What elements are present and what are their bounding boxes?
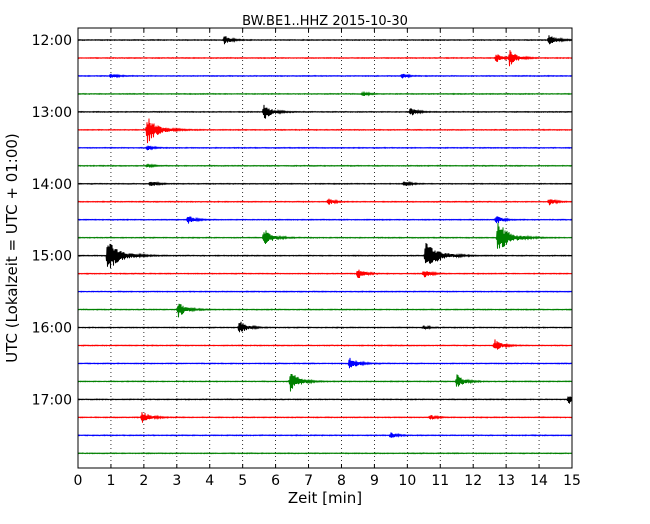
trace-line — [77, 118, 573, 144]
y-tick-label: 14:00 — [32, 177, 72, 193]
x-tick-label: 1 — [106, 473, 115, 489]
trace-line — [77, 374, 573, 392]
x-tick-label: 8 — [337, 473, 346, 489]
trace-line — [77, 321, 573, 333]
trace-line — [77, 357, 573, 369]
y-axis-label: UTC (Lokalzeit = UTC + 01:00) — [3, 133, 21, 363]
trace-line — [77, 104, 573, 119]
x-tick-label: 13 — [497, 473, 515, 489]
y-tick-label: 12:00 — [32, 33, 72, 49]
trace-line — [77, 290, 573, 293]
x-tick-label: 0 — [74, 473, 83, 489]
trace-line — [77, 303, 573, 318]
x-tick-label: 10 — [398, 473, 416, 489]
trace-line — [77, 198, 573, 206]
trace-line — [77, 35, 573, 45]
x-tick-label: 11 — [431, 473, 449, 489]
y-tick-label: 16:00 — [32, 321, 72, 337]
trace-line — [77, 451, 573, 455]
y-tick-label: 13:00 — [32, 105, 72, 121]
trace-line — [77, 432, 573, 439]
trace-line — [77, 412, 573, 423]
chart-title: BW.BE1..HHZ 2015-10-30 — [242, 14, 408, 29]
x-tick-label: 2 — [139, 473, 148, 489]
x-tick-label: 14 — [530, 473, 548, 489]
trace-line — [77, 216, 573, 224]
trace-line — [77, 50, 573, 67]
x-tick-label: 15 — [563, 473, 581, 489]
plot-frame — [77, 27, 573, 469]
trace-line — [77, 163, 573, 169]
x-tick-label: 7 — [304, 473, 313, 489]
x-axis-label: Zeit [min] — [288, 489, 362, 507]
x-tick-label: 12 — [464, 473, 482, 489]
trace-layer — [77, 35, 573, 455]
trace-line — [77, 243, 573, 268]
x-tick-label: 4 — [205, 473, 214, 489]
x-tick-label: 3 — [172, 473, 181, 489]
trace-line — [77, 73, 573, 79]
trace-line — [77, 396, 573, 404]
grid-layer — [110, 28, 540, 468]
trace-line — [77, 339, 573, 350]
x-tick-label: 6 — [271, 473, 280, 489]
x-tick-label: 5 — [238, 473, 247, 489]
trace-line — [77, 222, 573, 249]
trace-line — [77, 180, 573, 187]
trace-line — [77, 91, 573, 97]
x-tick-label: 9 — [370, 473, 379, 489]
tick-layer: 0 1 2 3 4 5 6 7 8 9 10 11 12 13 14 1512:0013:0014:0015:… — [32, 28, 581, 489]
trace-line — [77, 269, 573, 279]
trace-line — [77, 145, 573, 151]
y-tick-label: 17:00 — [32, 392, 72, 408]
y-tick-label: 15:00 — [32, 249, 72, 265]
